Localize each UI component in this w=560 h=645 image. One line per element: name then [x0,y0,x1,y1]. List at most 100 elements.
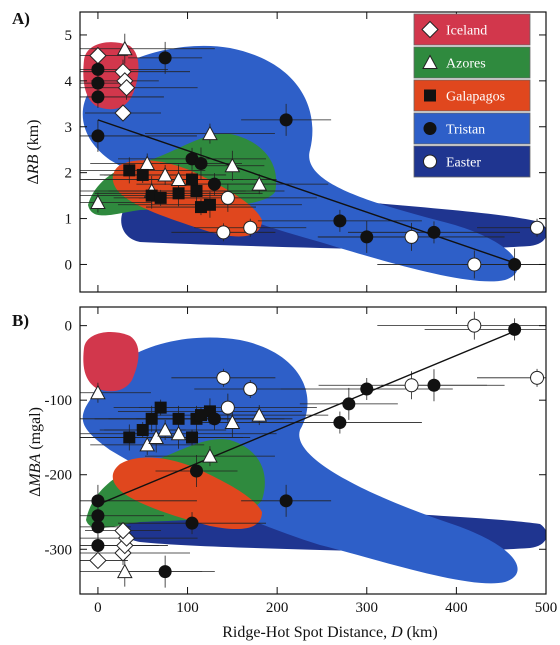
regression-line [97,328,520,506]
y-tick-label: -100 [45,393,73,409]
legend-marker-azores [422,54,438,69]
y-tick-label: 4 [65,74,73,90]
legend-label-galapagos: Galapagos [446,90,505,105]
tristan-point [508,257,522,271]
x-axis-label: Ridge-Hot Spot Distance, D (km) [222,624,438,641]
easter-point [220,400,235,415]
galapagos-point [123,431,136,444]
plot-frame-a [79,11,547,293]
galapagos-point [190,185,203,198]
easter-point [216,225,231,240]
galapagos-point [154,191,167,204]
easter-point [467,318,482,333]
tristan-point [91,62,105,76]
tristan-point [91,520,105,534]
azores-point [170,425,187,441]
tristan-point [91,509,105,523]
easter-point [530,370,545,385]
azores-point [170,171,187,187]
tristan-point [190,464,203,478]
tristan-point [333,214,347,228]
tristan-point [91,494,105,508]
legend-marker-easter [423,154,437,169]
azores-point [202,448,218,463]
easter-point [220,190,235,205]
tristan-point [194,156,208,170]
easter-point [216,370,231,385]
azores-point [251,176,268,191]
tristan-point [91,129,105,143]
panel-label-b: B) [12,311,29,330]
tristan-point [279,494,293,508]
azores-point [116,563,133,579]
panel-b: 0 100 200 300 400 500 0 -100 -200 -300 B) ΔMBA (m… [12,306,557,641]
x-tick-label: 0 [94,600,102,616]
iceland-region-b [83,332,139,392]
iceland-point [114,521,132,540]
azores-point [224,414,241,430]
tristan-point [185,516,199,530]
azores-point [148,429,165,444]
x-tick-label: 100 [176,600,199,616]
legend-label-easter: Easter [446,156,481,171]
azores-point [157,421,173,437]
x-tick-label: 300 [356,600,379,616]
galapagos-point [136,168,149,181]
panel-a: 0 1 2 3 4 5 A) ΔRB (km) Iceland Azores Galapago… [12,9,547,293]
iceland-point [114,104,132,122]
tristan-region [82,45,518,282]
galapagos-point [203,198,216,211]
tristan-point [427,225,441,239]
easter-point [530,220,545,235]
tristan-point [427,378,441,392]
y-axis-label-a: ΔRB (km) [25,120,42,185]
legend-label-azores: Azores [446,57,486,72]
legend-marker-galapagos [424,89,436,102]
legend-label-iceland: Iceland [446,24,487,39]
galapagos-point [172,187,185,200]
tristan-point [360,382,374,396]
azores-point [90,384,106,400]
y-tick-label: 1 [65,212,73,228]
tristan-point [91,539,105,553]
azores-point [202,125,218,141]
galapagos-region-b [112,457,262,530]
tristan-point [91,90,105,104]
y-tick-label: 5 [65,28,73,44]
y-tick-label: -300 [45,542,73,558]
y-axis-label-b: ΔMBA (mgal) [27,407,44,497]
easter-point [404,229,419,244]
tristan-point [158,565,172,579]
easter-point [467,257,482,272]
tristan-point [207,177,221,191]
panel-label-a: A) [12,9,30,28]
y-tick-label: 0 [65,257,73,273]
tristan-point [342,397,356,411]
iceland-point [89,551,107,570]
tristan-point [91,76,105,90]
galapagos-point [154,401,167,414]
y-tick-label: 2 [65,166,73,182]
y-tick-label: 0 [65,319,73,335]
azores-point [139,436,156,452]
galapagos-point [172,412,185,425]
azores-point [90,194,106,209]
galapagos-point [145,412,158,425]
tristan-point [360,230,374,244]
tristan-region-b [82,337,518,584]
azores-point [251,407,268,422]
legend-marker-iceland [421,20,439,39]
x-tick-label: 400 [445,600,468,616]
galapagos-point [186,431,199,444]
azores-point [224,157,241,173]
easter-point [404,378,419,393]
y-tick-label: -200 [45,468,73,484]
easter-point [243,382,258,396]
legend-label-tristan: Tristan [446,123,485,138]
galapagos-point [186,173,199,186]
legend-marker-tristan [423,122,437,135]
regression-line [97,119,520,266]
tristan-point [333,416,347,430]
galapagos-point [123,164,136,177]
